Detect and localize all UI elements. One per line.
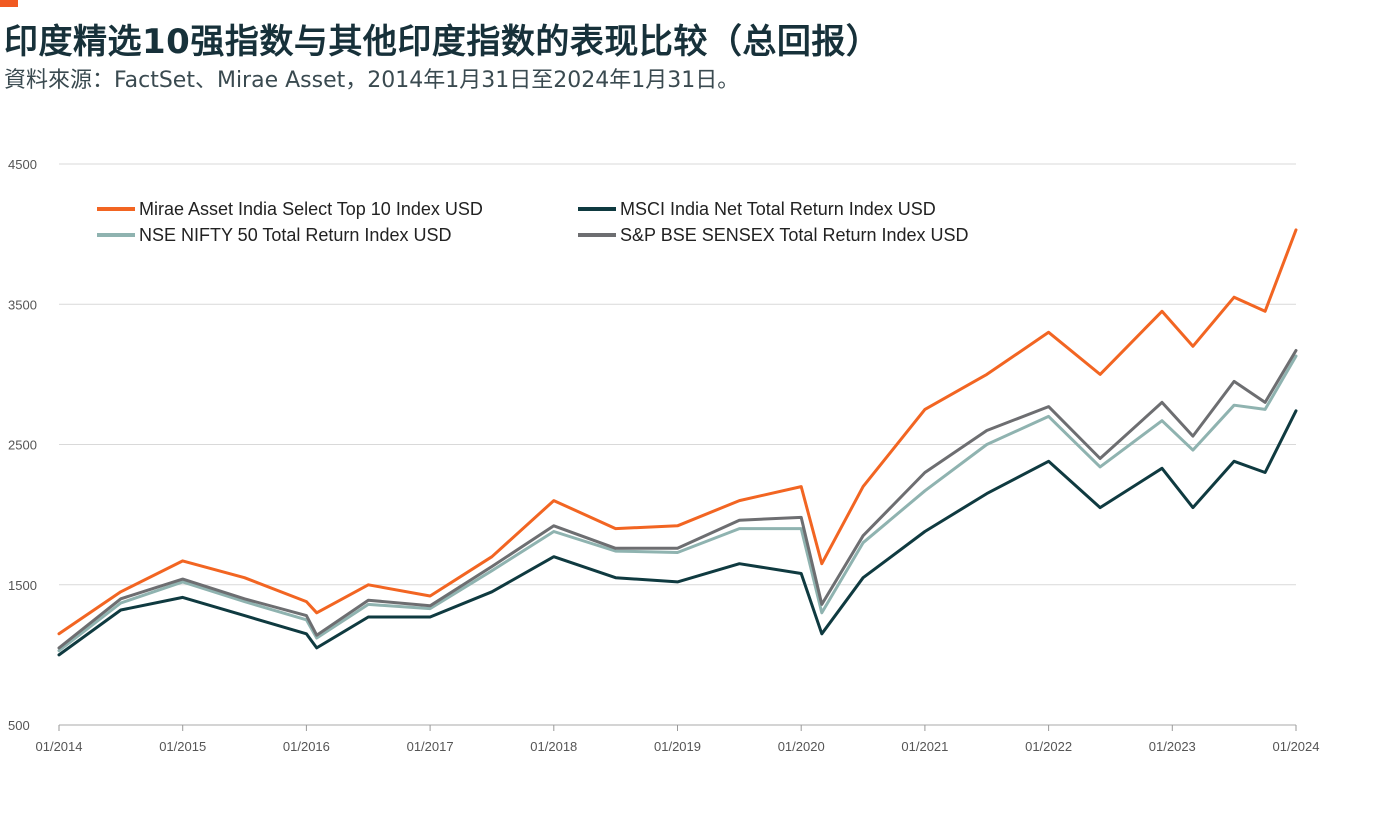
legend-label-msci: MSCI India Net Total Return Index USD bbox=[620, 199, 936, 219]
series-line-msci bbox=[57, 409, 1298, 657]
y-tick-label: 3500 bbox=[8, 297, 37, 312]
x-tick-label: 01/2023 bbox=[1149, 739, 1196, 754]
series-line-mirae bbox=[57, 228, 1298, 636]
series-line-nifty bbox=[57, 354, 1298, 653]
y-tick-label: 500 bbox=[8, 718, 30, 733]
x-tick-label: 01/2019 bbox=[654, 739, 701, 754]
x-tick-label: 01/2021 bbox=[901, 739, 948, 754]
x-tick-label: 01/2016 bbox=[283, 739, 330, 754]
x-tick-label: 01/2024 bbox=[1273, 739, 1320, 754]
y-tick-label: 4500 bbox=[8, 157, 37, 172]
x-tick-label: 01/2015 bbox=[159, 739, 206, 754]
x-tick-label: 01/2014 bbox=[36, 739, 83, 754]
legend-label-sensex: S&P BSE SENSEX Total Return Index USD bbox=[620, 225, 969, 245]
y-tick-label: 2500 bbox=[8, 438, 37, 453]
series-line-sensex bbox=[57, 349, 1298, 650]
legend: Mirae Asset India Select Top 10 Index US… bbox=[97, 199, 969, 245]
axes: 500 1500 2500 3500 4500 01/2014 01/2015 01/2016… bbox=[8, 157, 1320, 754]
x-tick-label: 01/2022 bbox=[1025, 739, 1072, 754]
page-title: 印度精选10强指数与其他印度指数的表现比较（总回报） bbox=[4, 22, 881, 62]
legend-label-nifty: NSE NIFTY 50 Total Return Index USD bbox=[139, 225, 451, 245]
y-tick-label: 1500 bbox=[8, 578, 37, 593]
accent-bar bbox=[0, 0, 18, 7]
series-lines bbox=[57, 228, 1298, 657]
x-tick-label: 01/2018 bbox=[530, 739, 577, 754]
source-note: 資料來源：FactSet、Mirae Asset，2014年1月31日至2024… bbox=[4, 68, 740, 93]
x-tick-label: 01/2020 bbox=[778, 739, 825, 754]
x-tick-label: 01/2017 bbox=[407, 739, 454, 754]
legend-label-mirae: Mirae Asset India Select Top 10 Index US… bbox=[139, 199, 483, 219]
